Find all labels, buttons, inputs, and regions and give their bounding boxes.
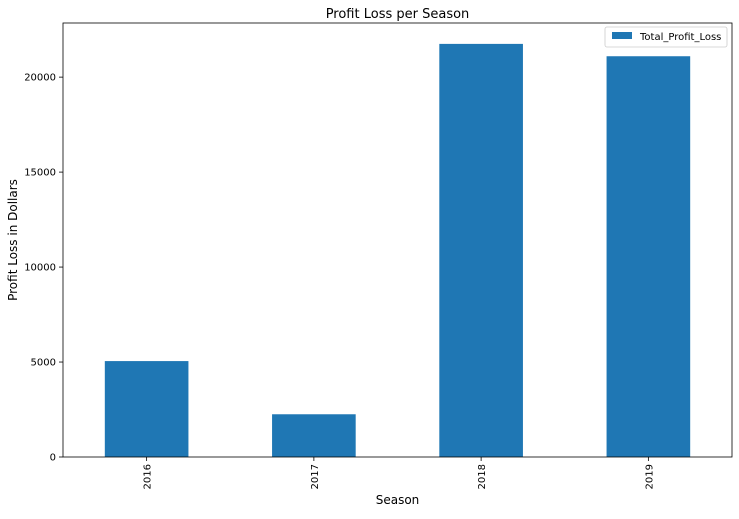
- y-tick-label: 10000: [24, 263, 56, 274]
- plot-frame: [62, 22, 733, 458]
- bar-2016: [104, 361, 189, 457]
- y-tick-label: 5000: [31, 358, 56, 369]
- bar-2017: [272, 414, 356, 457]
- x-tick-label: 2018: [477, 464, 488, 489]
- y-tick-label: 15000: [24, 168, 56, 179]
- bars-group: [104, 43, 691, 457]
- legend-label: Total_Profit_Loss: [639, 32, 721, 43]
- bar-2018: [439, 43, 523, 457]
- x-tick-label: 2019: [644, 464, 655, 489]
- y-axis-label: Profit Loss in Dollars: [6, 179, 20, 301]
- chart-title: Profit Loss per Season: [326, 7, 470, 22]
- legend-frame: [604, 26, 728, 48]
- legend-swatch: [612, 32, 632, 39]
- x-tick-label: 2016: [143, 464, 154, 489]
- x-axis: 2016 2017 2018 2019: [143, 457, 655, 489]
- legend: Total_Profit_Loss: [604, 26, 728, 48]
- y-tick-label: 0: [50, 453, 56, 464]
- bar-2019: [606, 56, 691, 457]
- x-axis-label: Season: [376, 493, 420, 507]
- x-tick-label: 2017: [310, 464, 321, 489]
- y-axis: 0 5000 10000 15000 20000: [24, 73, 63, 464]
- y-tick-label: 20000: [24, 73, 56, 84]
